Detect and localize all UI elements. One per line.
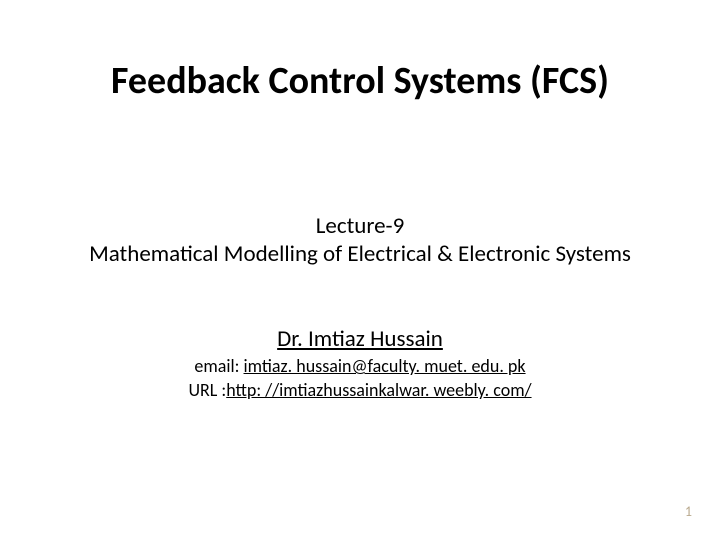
email-line: email: imtiaz. hussain@faculty. muet. ed… [50,355,670,377]
page-title: Feedback Control Systems (FCS) [50,60,670,104]
author-block: Dr. Imtiaz Hussain email: imtiaz. hussai… [50,325,670,401]
slide: Feedback Control Systems (FCS) Lecture-9… [0,0,720,540]
url-address: http: //imtiazhussainkalwar. weebly. com… [226,379,531,401]
email-address: imtiaz. hussain@faculty. muet. edu. pk [244,355,526,377]
lecture-topic: Mathematical Modelling of Electrical & E… [50,240,670,269]
author-name: Dr. Imtiaz Hussain [50,325,670,353]
page-number: 1 [685,503,692,520]
lecture-block: Lecture-9 Mathematical Modelling of Elec… [50,212,670,270]
url-line: URL :http: //imtiazhussainkalwar. weebly… [50,379,670,401]
email-label: email: [194,355,243,377]
url-label: URL : [188,379,226,401]
lecture-number: Lecture-9 [50,212,670,241]
